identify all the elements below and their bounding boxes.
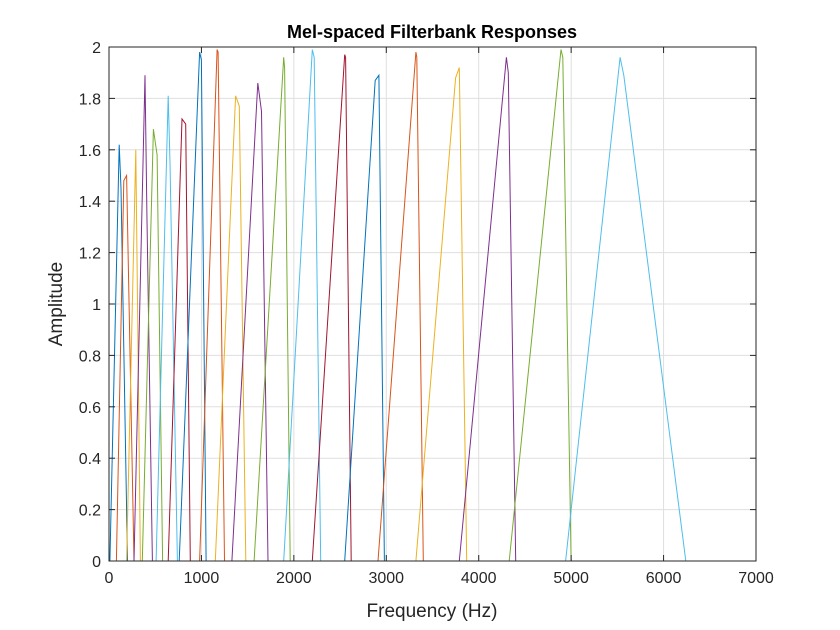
x-axis-label: Frequency (Hz) — [367, 601, 498, 622]
x-tick-label: 2000 — [276, 570, 312, 587]
y-tick-label: 1.4 — [79, 194, 101, 211]
x-tick-label: 0 — [105, 570, 114, 587]
y-tick-label: 2 — [92, 40, 101, 57]
x-tick-label: 3000 — [368, 570, 404, 587]
x-tick-label: 7000 — [738, 570, 774, 587]
y-tick-label: 1 — [92, 297, 101, 314]
y-tick-label: 1.6 — [79, 143, 101, 160]
y-axis: 0 0.2 0.4 0.6 0.8 1 1.2 1.4 1.6 1.8 2 — [79, 40, 756, 571]
y-tick-label: 0.2 — [79, 503, 101, 520]
y-tick-label: 1.2 — [79, 246, 101, 263]
x-tick-label: 5000 — [553, 570, 589, 587]
x-axis: 0 1000 2000 3000 4000 5000 6000 7000 — [105, 47, 774, 587]
y-tick-label: 0.4 — [79, 451, 101, 468]
x-tick-label: 6000 — [646, 570, 682, 587]
x-tick-label: 4000 — [461, 570, 497, 587]
y-axis-label: Amplitude — [46, 262, 67, 347]
x-tick-label: 1000 — [184, 570, 220, 587]
y-tick-label: 1.8 — [79, 91, 101, 108]
y-tick-label: 0.6 — [79, 400, 101, 417]
y-tick-label: 0.8 — [79, 348, 101, 365]
chart-title: Mel-spaced Filterbank Responses — [287, 22, 577, 42]
y-tick-label: 0 — [92, 554, 101, 571]
